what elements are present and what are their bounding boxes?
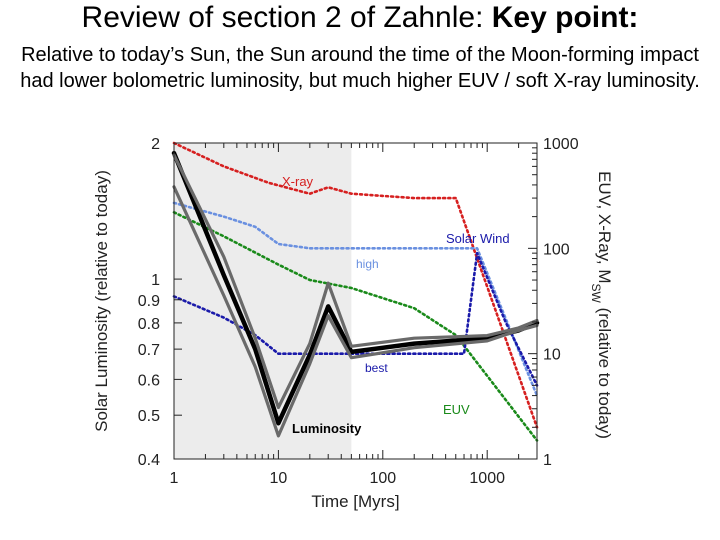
y-right-tick-label: 1 [543, 452, 552, 469]
y-left-tick-label: 1 [151, 272, 160, 289]
y-left-tick-label: 2 [151, 136, 160, 153]
y-left-tick-label: 0.6 [138, 372, 160, 389]
y-left-tick-label: 0.5 [138, 408, 160, 425]
series-line-luminosity-lower [172, 185, 539, 438]
y-axis-right-label: EUV, X-Ray, MSW (relative to today) [589, 171, 614, 439]
x-tick-label: 10 [269, 470, 287, 487]
shaded-early-region [174, 143, 352, 459]
series-line-euv [172, 211, 539, 442]
luminosity-chart: 1 10 100 1000 2 1 0.9 0.8 0.7 0.6 0.5 0.4 1000 100 10 1… [92, 136, 614, 511]
y-right-tick-label: 10 [543, 347, 561, 364]
slide-body-text: Relative to today’s Sun, the Sun around … [20, 44, 700, 92]
series-line-solar-wind-best [172, 251, 539, 387]
series-line-luminosity-upper [172, 153, 539, 410]
annotation-high: high [356, 257, 379, 271]
plot-frame [173, 142, 538, 460]
annotation-euv: EUV [443, 402, 470, 417]
series-line-luminosity [171, 150, 540, 426]
y-left-tick-label: 0.8 [138, 316, 160, 333]
x-axis-label: Time [Myrs] [311, 492, 399, 511]
annotation-best: best [365, 361, 388, 375]
annotation-luminosity: Luminosity [292, 421, 362, 436]
y-left-tick-label: 0.7 [138, 342, 160, 359]
y-right-tick-label: 100 [543, 241, 570, 258]
series-line-solar-wind-high [172, 201, 539, 397]
slide-title-key-point: Key point: [491, 1, 639, 34]
y-right-tick-label: 1000 [543, 136, 579, 153]
annotation-solar-wind: Solar Wind [446, 231, 510, 246]
y-left-tick-label: 0.9 [138, 293, 160, 310]
y-left-tick-label: 0.4 [138, 452, 160, 469]
x-tick-label: 1000 [469, 470, 505, 487]
series-line-x-ray [172, 141, 539, 429]
annotation-x-ray: X-ray [282, 174, 314, 189]
x-tick-label: 100 [369, 470, 396, 487]
y-axis-left-label: Solar Luminosity (relative to today) [92, 170, 111, 432]
x-tick-label: 1 [170, 470, 179, 487]
slide-title: Review of section 2 of Zahnle: Key point… [0, 0, 720, 40]
slide-title-main: Review of section 2 of Zahnle: [81, 1, 492, 34]
